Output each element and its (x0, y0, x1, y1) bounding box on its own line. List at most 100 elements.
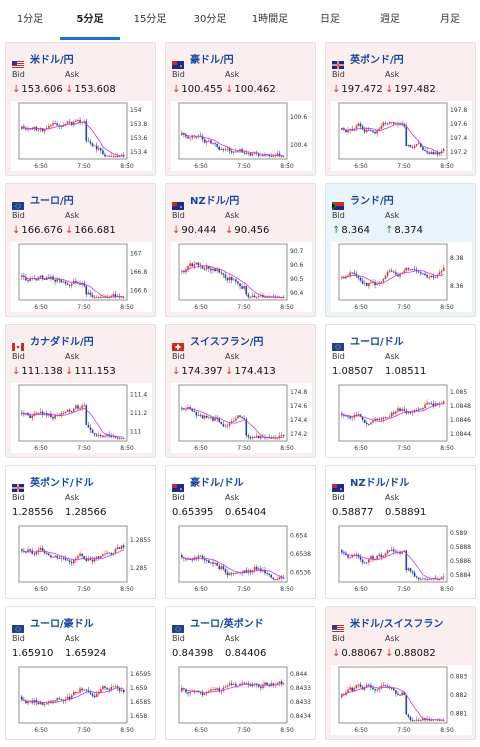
candle-body (212, 689, 214, 690)
x-tick-label: 8:50 (440, 304, 454, 311)
rate-card[interactable]: スイスフラン/円 Bid Ask ↓174.397 ↓174.413 174.8 174.6… (165, 324, 316, 458)
y-tick-label: 166.6 (130, 288, 147, 295)
candle-body (386, 686, 389, 688)
candle-body (210, 562, 212, 564)
candle-body (45, 703, 48, 705)
tab-4[interactable]: 1時間足 (251, 14, 289, 25)
candle-body (199, 414, 202, 416)
candle-body (442, 720, 445, 721)
candle-body (75, 405, 77, 409)
candle-body (203, 268, 206, 270)
rate-card[interactable]: NZドル/ドル Bid Ask 0.58877 0.58891 0.589 0.5888 0.… (325, 465, 476, 599)
x-tick-label: 7:50 (397, 163, 411, 170)
arrow-down-icon: ↓ (332, 84, 341, 95)
candle-body (393, 122, 395, 124)
candle-body (77, 556, 79, 559)
flag-icon (12, 54, 24, 69)
bid-value: 1.28556 (12, 507, 53, 518)
tab-3[interactable]: 30分足 (193, 14, 227, 25)
arrow-down-icon: ↓ (332, 648, 341, 659)
tab-0[interactable]: 1分足 (16, 14, 44, 25)
y-tick-label: 197.6 (450, 121, 467, 128)
candle-body (397, 123, 399, 125)
plot-frame (18, 666, 128, 724)
candle-body (187, 136, 189, 139)
pair-name-link[interactable]: 豪ドル/ドル (190, 477, 244, 489)
rate-card[interactable]: 英ポンド/円 Bid Ask ↓197.472 ↓197.482 197.8 197.6 19… (325, 42, 476, 176)
y-tick-label: 111 (130, 429, 142, 436)
flag-icon (12, 477, 24, 492)
rate-card[interactable]: 豪ドル/円 Bid Ask ↓100.455 ↓100.462 100.6 100.4 6:5… (165, 42, 316, 176)
pair-name-link[interactable]: ユーロ/英ポンド (190, 618, 264, 630)
tab-2[interactable]: 15分足 (133, 14, 167, 25)
candle-body (347, 555, 349, 558)
rate-card[interactable]: ランド/円 Bid Ask ↑8.364 ↑8.374 8.38 8.36 6:50 7:50 8… (325, 183, 476, 317)
candle-body (112, 156, 115, 157)
rate-card[interactable]: 米ドル/円 Bid Ask ↓153.606 ↓153.608 154 153.8 153.6… (5, 42, 156, 176)
candle-body (228, 148, 231, 152)
candle-body (399, 273, 401, 277)
y-tick-label: 90.4 (290, 290, 304, 297)
candle-body (424, 273, 426, 276)
rate-card[interactable]: 英ポンド/ドル Bid Ask 1.28556 1.28566 1.2855 1.285 6:… (5, 465, 156, 599)
rate-card[interactable]: ユーロ/円 Bid Ask ↓166.676 ↓166.681 167 166.8 166.6… (5, 183, 156, 317)
candle-chart: 1.6595 1.659 1.6585 1.658 6:50 7:50 8:50 (11, 665, 152, 735)
candle-body (386, 417, 389, 419)
candle-body (181, 555, 183, 558)
tab-7[interactable]: 月足 (440, 14, 460, 25)
candle-body (370, 130, 372, 132)
candle-body (395, 411, 397, 414)
pair-name-link[interactable]: ユーロ/豪ドル (30, 618, 94, 630)
candle-body (368, 424, 370, 425)
pair-name-link[interactable]: 米ドル/円 (30, 54, 74, 66)
rate-card[interactable]: ユーロ/豪ドル Bid Ask 1.65910 1.65924 1.6595 1.659 1.… (5, 606, 156, 740)
pair-name-link[interactable]: 英ポンド/円 (350, 54, 404, 66)
rate-card[interactable]: ユーロ/英ポンド Bid Ask 0.84398 0.84406 0.844 0.8433 0… (165, 606, 316, 740)
bid-value: ↓153.606 (12, 84, 63, 95)
rate-card[interactable]: 豪ドル/ドル Bid Ask 0.65395 0.65404 0.654 0.6538 0.6… (165, 465, 316, 599)
candle-chart: 0.589 0.5888 0.5886 0.5884 6:50 7:50 8:50 (331, 524, 472, 594)
rate-card[interactable]: NZドル/円 Bid Ask ↓90.444 ↓90.456 90.7 90.6 90.5 90… (165, 183, 316, 317)
candle-chart: 167 166.8 166.6 6:50 7:50 8:50 (11, 242, 152, 312)
rate-card[interactable]: ユーロ/ドル Bid Ask 1.08507 1.08511 1.085 1.0848 1.0… (325, 324, 476, 458)
candle-body (54, 415, 56, 419)
pair-name-link[interactable]: スイスフラン/円 (190, 336, 264, 348)
tab-6[interactable]: 週足 (380, 14, 400, 25)
candle-body (372, 687, 374, 690)
x-tick-label: 6:50 (354, 445, 368, 452)
rate-card[interactable]: 米ドル/スイスフラン Bid Ask ↓0.88067 ↓0.88082 0.883 0.8… (325, 606, 476, 740)
pair-name-link[interactable]: ランド/円 (350, 195, 394, 207)
pair-name-link[interactable]: 豪ドル/円 (190, 54, 234, 66)
y-tick-label: 0.6536 (290, 570, 311, 577)
candle-body (114, 686, 117, 688)
candle-body (89, 692, 92, 694)
candle-body (233, 151, 235, 153)
candle-body (386, 550, 389, 554)
y-tick-label: 154 (130, 107, 142, 114)
candle-body (64, 123, 67, 126)
candle-body (191, 559, 193, 561)
candle-body (237, 415, 239, 419)
tab-1[interactable]: 5分足 (60, 0, 120, 40)
tab-5[interactable]: 日足 (320, 14, 340, 25)
candle-body (388, 270, 391, 273)
candle-body (249, 153, 252, 156)
rate-card[interactable]: カナダドル/円 Bid Ask ↓111.138 ↓111.153 111.4 111.2 1… (5, 324, 156, 458)
flag-icon (332, 195, 344, 210)
candle-body (199, 692, 202, 693)
candle-body (110, 686, 113, 691)
pair-name-link[interactable]: ユーロ/円 (30, 195, 74, 207)
pair-name-link[interactable]: 米ドル/スイスフラン (350, 618, 444, 630)
pair-name-link[interactable]: NZドル/ドル (350, 477, 410, 489)
candle-body (187, 406, 189, 409)
pair-name-link[interactable]: ユーロ/ドル (350, 336, 404, 348)
bid-price: 100.455 (181, 84, 223, 95)
candle-body (370, 556, 372, 560)
pair-name-link[interactable]: カナダドル/円 (30, 336, 94, 348)
candle-body (91, 143, 94, 147)
candle-body (409, 144, 412, 148)
pair-name-link[interactable]: NZドル/円 (190, 195, 240, 207)
pair-name-link[interactable]: 英ポンド/ドル (30, 477, 94, 489)
bid-value: ↓0.88067 (332, 648, 383, 659)
candle-body (388, 550, 391, 552)
